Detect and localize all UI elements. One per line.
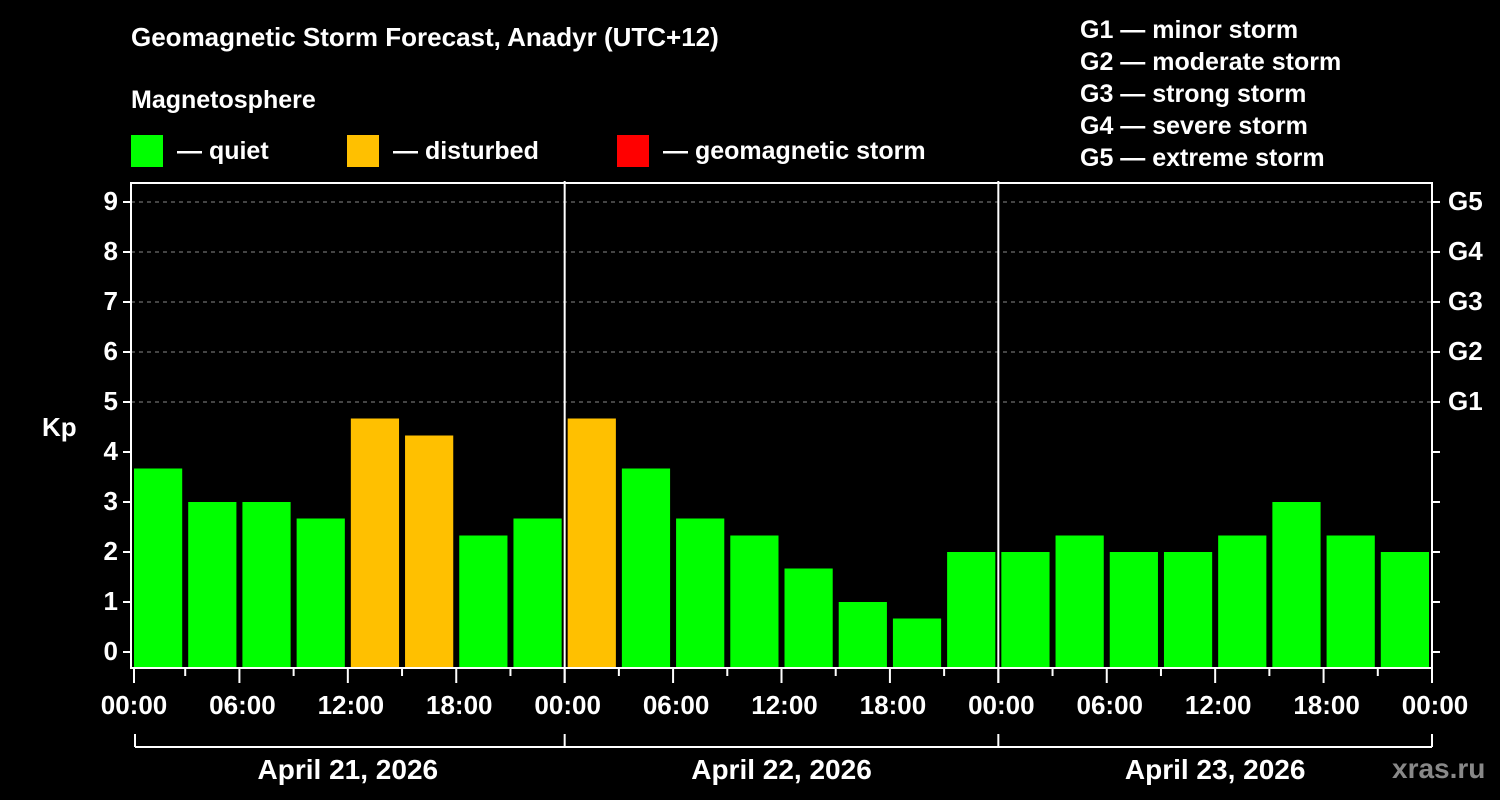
kp-bar [892,618,942,668]
kp-bar [188,502,237,668]
storm-scale-legend: G1 — minor storm G2 — moderate storm G3 … [1080,14,1341,174]
day-label: April 23, 2026 [1124,754,1306,785]
g2-label: G2 — moderate storm [1080,48,1342,76]
g4-label: G4 — severe storm [1080,112,1308,140]
disturbed-swatch [347,135,379,167]
g1-label: G1 — minor storm [1080,16,1299,44]
kp-bar [405,435,454,668]
legend-quiet: — quiet [131,134,269,168]
kp-bar [242,502,291,668]
x-tick-label: 00:00 [1401,690,1469,720]
y-tick-label: 0 [103,636,118,666]
storm-swatch [617,135,649,167]
g-scale-label: G3 [1448,286,1483,316]
y-tick-label: 4 [103,436,118,466]
x-tick-label: 12:00 [1184,690,1252,720]
kp-bar [134,468,183,668]
kp-bar [947,552,996,668]
kp-bar [784,568,833,668]
y-axis-label: Kp [42,412,77,442]
x-tick-label: 12:00 [751,690,818,720]
g3-label: G3 — strong storm [1080,80,1307,108]
kp-bar [296,518,345,668]
y-tick-label: 5 [103,386,118,416]
legend-quiet-label: — quiet [177,136,269,165]
g5-label: G5 — extreme storm [1080,144,1325,172]
kp-bar [1380,552,1429,668]
x-tick-label: 18:00 [859,690,927,720]
y-tick-label: 8 [103,236,118,266]
kp-bar [730,535,779,668]
legend-storm: — geomagnetic storm [617,134,926,168]
y-tick-label: 9 [103,186,118,216]
kp-bar [1218,535,1267,668]
kp-bar [513,518,562,668]
kp-bar [1272,502,1321,668]
kp-bar [567,418,616,668]
kp-bar [621,468,671,668]
kp-bar [838,602,887,668]
y-tick-label: 7 [103,286,118,316]
y-tick-label: 6 [103,336,118,366]
day-label: April 21, 2026 [257,754,439,785]
kp-bar [1055,535,1104,668]
x-tick-label: 18:00 [426,690,493,720]
kp-bar [1109,552,1158,668]
legend-storm-label: — geomagnetic storm [663,136,926,165]
g-scale-label: G4 [1448,236,1483,266]
brand-watermark: xras.ru [1392,753,1486,784]
quiet-swatch [131,135,163,167]
kp-bar [459,535,508,668]
kp-bar [676,518,725,668]
x-tick-label: 00:00 [968,690,1035,720]
x-tick-label: 06:00 [642,690,710,720]
x-tick-label: 12:00 [317,690,385,720]
day-label: April 22, 2026 [691,754,872,785]
kp-bar [1163,552,1213,668]
g-scale-label: G1 [1448,386,1483,416]
g-scale-label: G5 [1448,186,1483,216]
y-tick-label: 2 [103,536,118,566]
chart-title: Geomagnetic Storm Forecast, Anadyr (UTC+… [131,22,719,52]
x-tick-label: 18:00 [1293,690,1360,720]
y-tick-label: 1 [103,586,118,616]
legend-disturbed: — disturbed [347,134,539,168]
x-tick-label: 00:00 [534,690,601,720]
kp-bar [350,418,400,668]
legend-heading: Magnetosphere [131,86,316,114]
x-tick-label: 00:00 [100,690,168,720]
g-scale-label: G2 [1448,336,1483,366]
x-tick-label: 06:00 [1076,690,1144,720]
kp-bar [1326,535,1375,668]
kp-bar [1001,552,1050,668]
y-tick-label: 3 [103,486,118,516]
legend-disturbed-label: — disturbed [393,136,539,165]
x-tick-label: 06:00 [209,690,276,720]
